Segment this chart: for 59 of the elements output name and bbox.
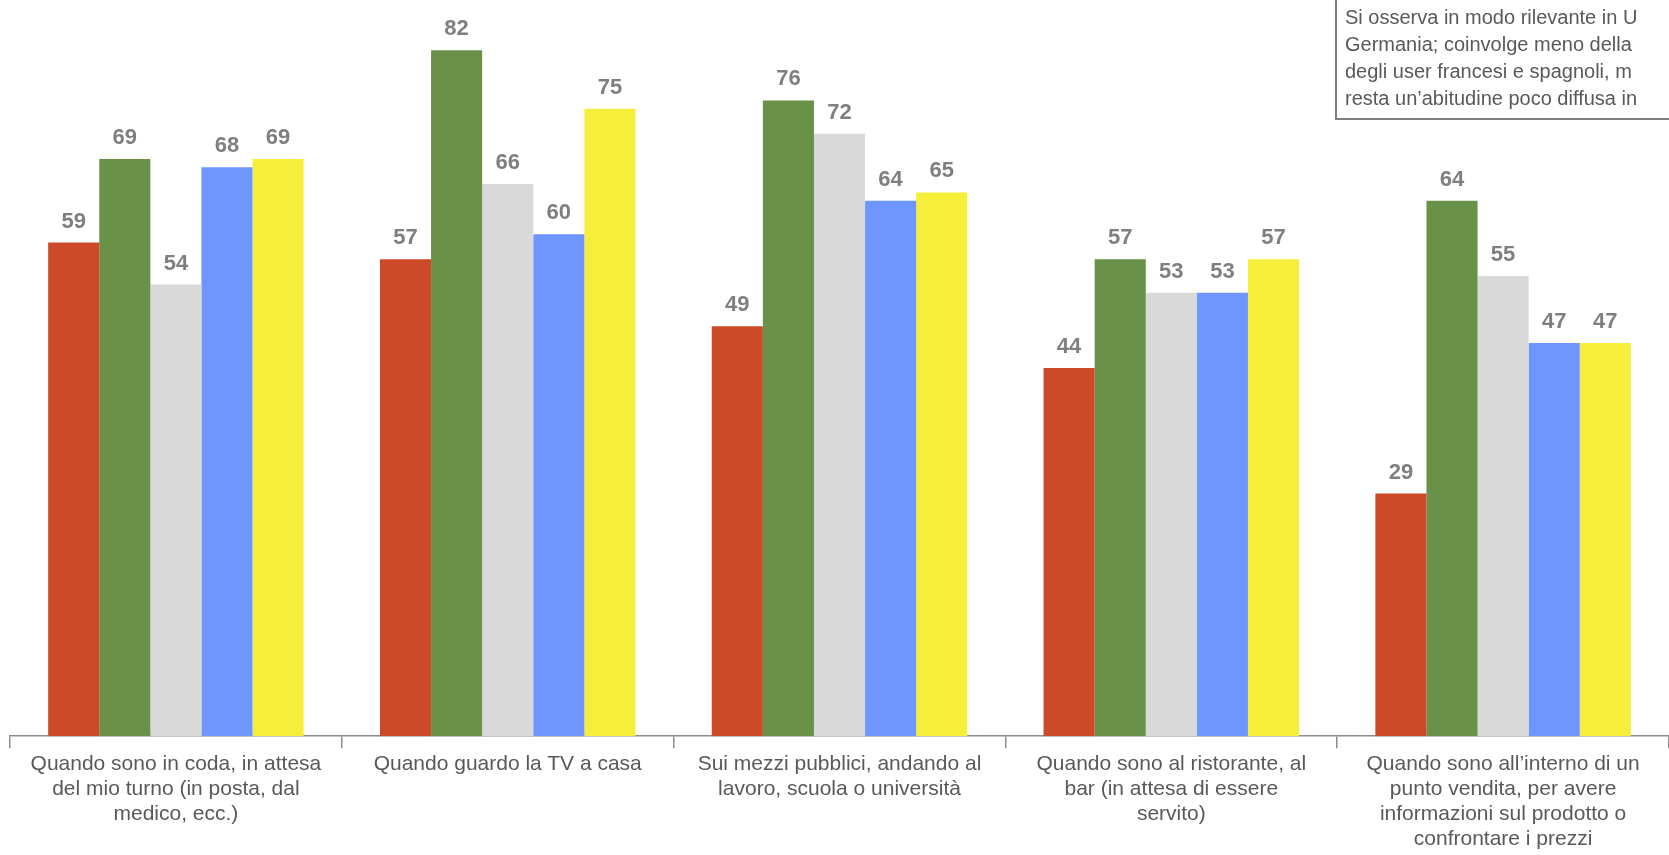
- data-label: 57: [1107, 224, 1133, 250]
- bar: [584, 108, 636, 737]
- bar: [379, 259, 432, 737]
- data-label: 65: [929, 157, 954, 183]
- bar: [1196, 292, 1248, 737]
- data-label: 64: [1439, 165, 1465, 191]
- bar: [1375, 493, 1427, 737]
- data-label: 44: [1056, 333, 1083, 359]
- data-label: 53: [1159, 257, 1184, 283]
- data-label: 59: [61, 207, 86, 233]
- annotation: Germania; coinvolge meno della: [1345, 32, 1633, 57]
- bar: [150, 284, 202, 737]
- data-label: 49: [725, 291, 750, 317]
- data-label: 75: [597, 73, 623, 99]
- bar: [252, 158, 304, 737]
- data-label: 54: [163, 249, 189, 275]
- bar: [1477, 276, 1529, 737]
- bar: [762, 100, 814, 737]
- bar: [48, 242, 100, 737]
- bar: [865, 200, 917, 737]
- x-tick-label: Quando sono in coda, in attesa del mio turno (in posta, dal medico, ecc.): [30, 750, 322, 824]
- data-label: 69: [112, 124, 138, 150]
- data-label: 53: [1210, 257, 1235, 283]
- bar: [1145, 292, 1197, 737]
- bar: [482, 184, 534, 737]
- annotation: resta un’abitudine poco diffusa in: [1345, 86, 1639, 111]
- data-label: 82: [444, 15, 469, 41]
- bar: [431, 50, 483, 737]
- annotation: degli user francesi e spagnoli, m: [1345, 59, 1633, 84]
- data-label: 68: [214, 132, 240, 158]
- x-tick-label: Quando sono all’interno di un punto vendita, per avere informazioni sul prodotto o confrontare i prezzi: [1366, 750, 1640, 850]
- data-label: 57: [393, 224, 418, 250]
- x-tick-label: Quando sono al ristorante, al bar (in attesa di essere servito): [1036, 750, 1307, 824]
- bar: [1043, 368, 1095, 737]
- data-label: 57: [1261, 224, 1286, 250]
- bar: [1528, 343, 1580, 737]
- data-label: 47: [1593, 308, 1618, 334]
- data-label: 72: [827, 98, 852, 124]
- data-label: 29: [1388, 458, 1414, 484]
- bar: [916, 192, 968, 737]
- bar: [813, 133, 866, 737]
- annotation: Si osserva in modo rilevante in U: [1345, 5, 1639, 30]
- bar: [1426, 200, 1478, 737]
- data-label: 55: [1490, 241, 1516, 267]
- bar: [1094, 259, 1146, 737]
- data-label: 69: [265, 124, 291, 150]
- x-tick-label: Quando guardo la TV a casa: [373, 750, 643, 774]
- data-label: 60: [546, 199, 572, 225]
- bar: [533, 234, 585, 737]
- data-label: 76: [776, 65, 801, 91]
- data-label: 66: [495, 149, 520, 175]
- x-tick-label: Sui mezzi pubblici, andando al lavoro, scuola o università: [697, 750, 982, 799]
- bar: [711, 326, 763, 737]
- data-label: 47: [1541, 308, 1567, 334]
- data-label: 64: [878, 165, 904, 191]
- bar: [201, 167, 253, 737]
- bar: [1579, 343, 1631, 737]
- bar: [1247, 259, 1300, 737]
- bar: [99, 158, 151, 737]
